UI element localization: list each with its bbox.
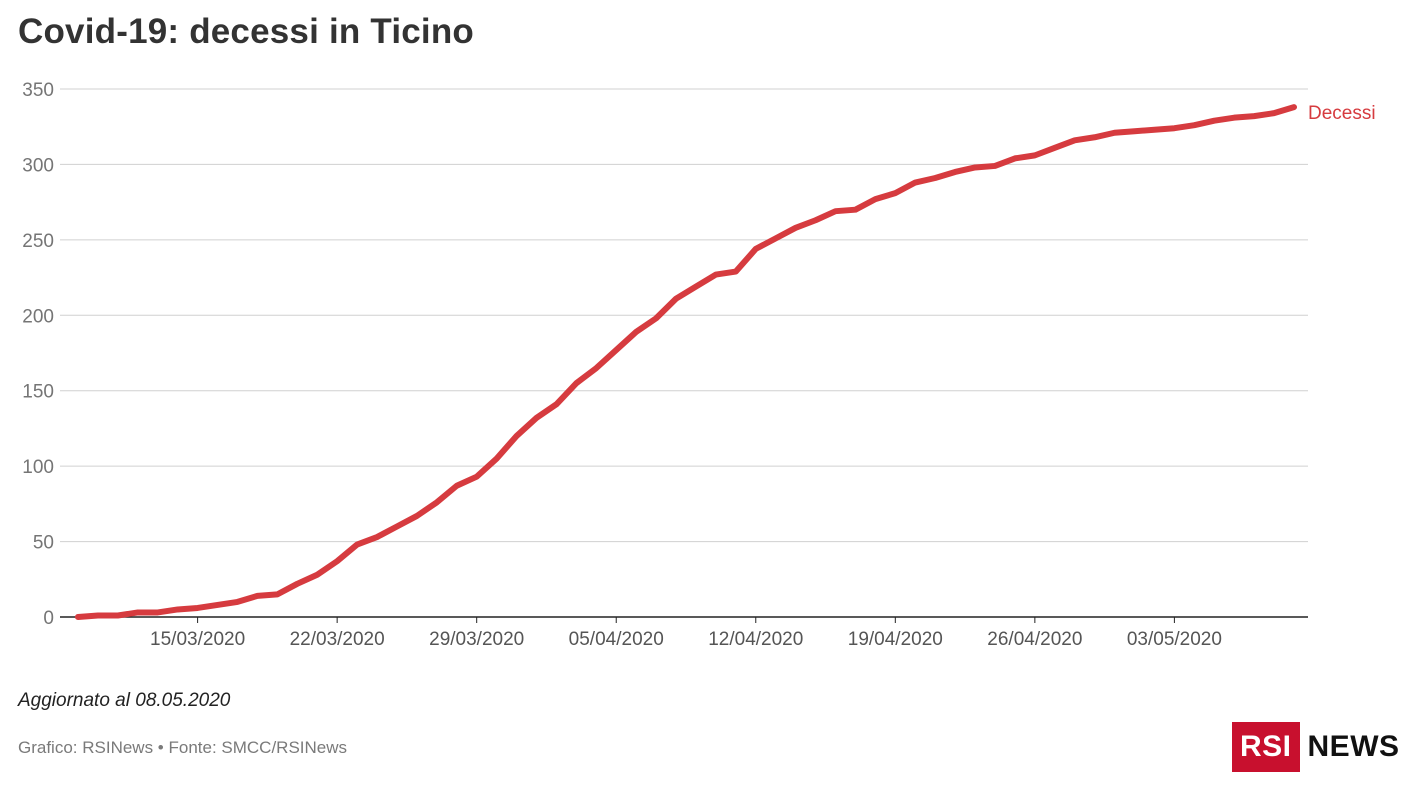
y-tick-label: 150 — [22, 382, 54, 403]
logo-rsi-mark: RSI — [1232, 722, 1300, 772]
y-tick-label: 250 — [22, 231, 54, 252]
y-tick-label: 300 — [22, 155, 54, 176]
update-note: Aggiornato al 08.05.2020 — [18, 690, 231, 711]
x-tick-label: 22/03/2020 — [290, 629, 385, 650]
x-tick-label: 03/05/2020 — [1127, 629, 1222, 650]
x-tick-label: 15/03/2020 — [150, 629, 245, 650]
logo-news-text: NEWS — [1307, 730, 1400, 763]
x-tick-label: 29/03/2020 — [429, 629, 524, 650]
y-tick-label: 50 — [33, 533, 54, 554]
source-credit: Grafico: RSINews • Fonte: SMCC/RSINews — [18, 738, 348, 757]
series-layer: Decessi — [75, 103, 1376, 620]
x-axis-ticks: 15/03/2020 22/03/2020 29/03/2020 05/04/2020… — [150, 617, 1222, 650]
series-line-decessi — [75, 104, 1297, 620]
x-tick-label: 19/04/2020 — [848, 629, 943, 650]
rsi-news-logo: RSI NEWS — [1232, 722, 1400, 772]
gridlines — [60, 88, 1308, 618]
x-tick-label: 05/04/2020 — [569, 629, 664, 650]
y-axis-ticks: 0 50 100 150 200 250 300 350 — [22, 80, 54, 629]
series-label-decessi: Decessi — [1308, 103, 1376, 124]
chart-title: Covid-19: decessi in Ticino — [18, 12, 474, 51]
y-tick-label: 350 — [22, 80, 54, 101]
y-tick-label: 200 — [22, 306, 54, 327]
y-tick-label: 0 — [43, 608, 54, 629]
x-tick-label: 26/04/2020 — [987, 629, 1082, 650]
x-tick-label: 12/04/2020 — [708, 629, 803, 650]
y-tick-label: 100 — [22, 457, 54, 478]
